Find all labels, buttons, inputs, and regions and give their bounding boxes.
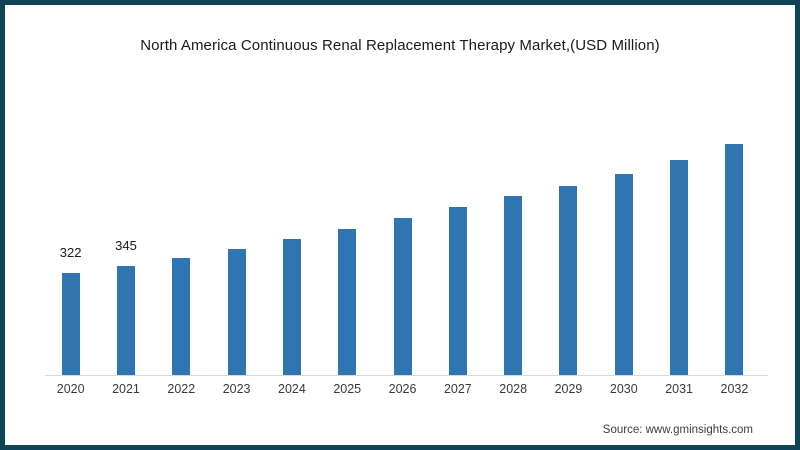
bar-group [375,135,430,375]
bar [670,160,689,375]
x-axis-label: 2028 [499,382,528,396]
x-axis-label: 2027 [443,382,472,396]
bar [504,196,523,375]
bar [172,258,191,375]
x-axis-label: 2023 [222,382,251,396]
x-labels-row: 2020 2021 2022 2023 2024 2025 2026 2027 2028 2029… [43,382,762,396]
bar-group: 345 [98,135,153,375]
bar-group [651,135,706,375]
bar [614,174,633,375]
x-axis-label: 2020 [56,382,85,396]
bar [282,239,301,375]
bar [559,186,578,375]
x-axis-label: 2031 [665,382,693,396]
x-axis-line [45,375,768,376]
bar-group: 322 [43,135,98,375]
bar [116,266,135,375]
bars-row: 322 345 [43,135,762,375]
x-axis-label: 2024 [278,382,306,396]
x-axis-label: 2029 [554,382,583,396]
x-axis-label: 2021 [112,382,140,396]
x-axis-label: 2030 [609,382,638,396]
bar-group [264,135,319,375]
x-axis-label: 2032 [720,382,749,396]
bar-group [320,135,375,375]
x-axis-label: 2026 [388,382,417,396]
bar [338,229,357,375]
bar-group [596,135,651,375]
bar-value-label: 345 [115,238,137,253]
bar-group [707,135,762,375]
bar-group [154,135,209,375]
bar [227,249,246,375]
chart-title: North America Continuous Renal Replaceme… [140,37,660,54]
bar-group [541,135,596,375]
source-note: Source: www.gminsights.com [602,424,753,436]
bar-value-label: 322 [59,245,82,260]
x-axis-label: 2025 [333,382,362,396]
bar-group [209,135,264,375]
bar-group [430,135,485,375]
x-axis-label: 2022 [167,382,196,396]
bar [725,144,744,375]
bar [61,273,80,375]
bar [448,207,467,375]
bar [393,218,412,375]
bar-group [486,135,541,375]
